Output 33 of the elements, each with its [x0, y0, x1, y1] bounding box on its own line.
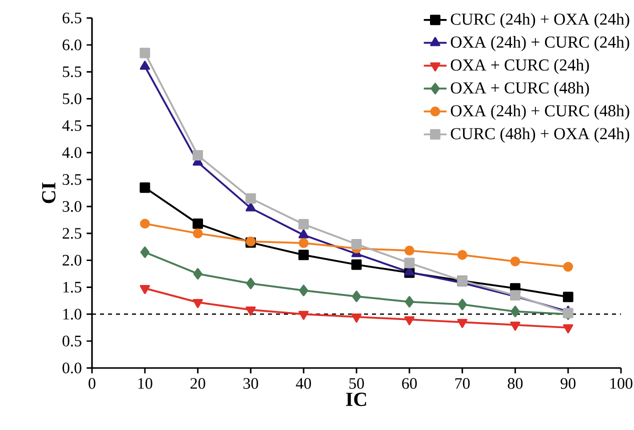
legend-label: CURC (48h) + OXA (24h) — [450, 128, 630, 143]
x-tick-label: 10 — [138, 378, 152, 389]
x-tick-label: 70 — [455, 378, 470, 389]
x-tick-label: 0 — [88, 378, 96, 389]
y-tick-label: 4.5 — [62, 120, 82, 132]
x-tick-label: 50 — [349, 378, 364, 389]
x-tick-label: 90 — [560, 378, 576, 389]
y-tick-label: 5.5 — [62, 66, 82, 78]
y-axis-title: CI — [42, 182, 56, 204]
legend-label: OXA + CURC (24h) — [450, 58, 589, 74]
x-tick-label: 60 — [402, 378, 417, 389]
y-tick-label: 2.0 — [62, 254, 82, 266]
y-tick-label: 6.0 — [62, 39, 82, 50]
legend-label: OXA (24h) + CURC (24h) — [450, 36, 630, 52]
x-tick-label: 20 — [190, 378, 206, 389]
x-tick-label: 80 — [508, 378, 523, 389]
x-tick-label: 100 — [610, 378, 632, 389]
x-tick-label: 30 — [243, 378, 258, 389]
y-tick-label: 0.0 — [62, 362, 82, 374]
legend-label: OXA + CURC (48h) — [450, 82, 589, 97]
legend-label: CURC (24h) + OXA (24h) — [450, 13, 630, 28]
y-tick-label: 3.5 — [62, 174, 82, 185]
legend-label: OXA (24h) + CURC (48h) — [450, 104, 630, 120]
x-axis-title: IC — [346, 392, 366, 406]
y-tick-label: 1.5 — [63, 282, 82, 293]
y-tick-label: 3.0 — [62, 201, 82, 212]
y-tick-label: 2.5 — [62, 228, 82, 239]
y-tick-label: 5.0 — [62, 93, 82, 104]
y-tick-label: 1.0 — [63, 308, 82, 320]
y-tick-label: 4.0 — [62, 147, 82, 158]
y-tick-label: 6.5 — [62, 12, 82, 24]
x-tick-label: 40 — [296, 378, 311, 389]
y-tick-label: 0.5 — [62, 336, 82, 347]
